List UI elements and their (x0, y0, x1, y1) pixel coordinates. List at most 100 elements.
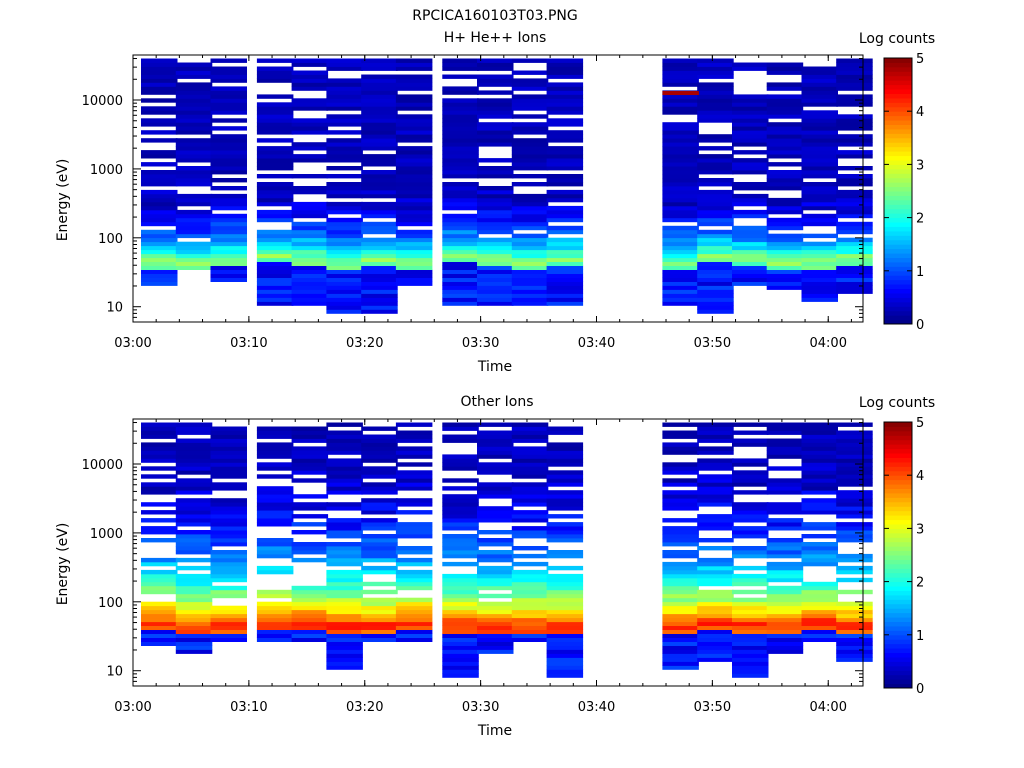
heatmap-cell (546, 178, 584, 183)
heatmap-cell (801, 637, 838, 642)
heatmap-cell (801, 450, 838, 455)
heatmap-cell (442, 154, 479, 159)
heatmap-cell (442, 74, 479, 79)
heatmap-cell (442, 534, 479, 539)
heatmap-cell (766, 249, 804, 255)
heatmap-cell (256, 462, 294, 467)
heatmap-cell (141, 193, 178, 199)
heatmap-cell (732, 422, 769, 427)
heatmap-cell (511, 553, 549, 559)
heatmap-cell (361, 146, 398, 151)
heatmap-cell (395, 78, 433, 83)
heatmap-cell (732, 617, 769, 623)
heatmap-cell (511, 438, 549, 443)
heatmap-cell (732, 281, 769, 286)
heatmap-cell (395, 253, 433, 259)
heatmap-cell (546, 82, 584, 87)
heatmap-cell (256, 593, 294, 599)
heatmap-cell (801, 197, 838, 203)
heatmap-cell (395, 422, 433, 427)
heatmap-cell (395, 605, 433, 611)
heatmap-cell (801, 581, 838, 587)
heatmap-cell (210, 605, 247, 611)
heatmap-cell (291, 86, 329, 91)
heatmap-cell (291, 597, 329, 603)
heatmap-cell (766, 225, 804, 231)
heatmap-cell (511, 561, 549, 567)
colorbar-frame (883, 421, 913, 689)
heatmap-cell (732, 629, 769, 634)
heatmap-cell (662, 253, 699, 259)
heatmap-cell (697, 273, 734, 278)
heatmap-cell (477, 450, 514, 455)
heatmap-cell (291, 186, 329, 191)
heatmap-cell (442, 641, 479, 646)
heatmap-cell (395, 98, 433, 103)
heatmap-cell (511, 174, 549, 179)
heatmap-cell (326, 665, 363, 670)
heatmap-cell (210, 442, 247, 447)
heatmap-cell (766, 426, 804, 431)
heatmap-cell (291, 130, 329, 135)
heatmap-cell (836, 538, 873, 543)
colorbar-swatch (884, 199, 912, 205)
heatmap-cell (801, 98, 838, 103)
heatmap-cell (546, 118, 584, 123)
heatmap-cell (697, 237, 734, 243)
heatmap-cell (175, 154, 213, 159)
heatmap-cell (511, 454, 549, 459)
heatmap-cell (210, 58, 247, 63)
heatmap-cell (836, 637, 873, 642)
heatmap-cell (361, 158, 398, 163)
heatmap-cell (291, 289, 329, 294)
heatmap-cell (697, 474, 734, 479)
heatmap-cell (326, 621, 363, 626)
heatmap-cell (766, 245, 804, 251)
heatmap-cell (291, 209, 329, 215)
heatmap-cell (766, 182, 804, 187)
heatmap-cell (210, 150, 247, 155)
heatmap-cell (291, 253, 329, 259)
heatmap-cell (477, 58, 514, 63)
heatmap-cell (697, 597, 734, 603)
heatmap-cell (801, 170, 838, 175)
heatmap-cell (511, 253, 549, 259)
heatmap-cell (442, 146, 479, 151)
heatmap-cell (256, 273, 294, 278)
heatmap-cell (662, 138, 699, 143)
x-tick-label: 03:10 (230, 700, 267, 715)
heatmap-cell (801, 261, 838, 266)
heatmap-cell (210, 561, 247, 567)
heatmap-cell (442, 182, 479, 187)
x-tick-label: 04:00 (810, 700, 847, 715)
heatmap-cell (442, 653, 479, 658)
heatmap-cell (361, 193, 398, 199)
heatmap-cell (836, 182, 873, 187)
heatmap-cell (546, 98, 584, 103)
heatmap-cell (141, 581, 178, 587)
heatmap-cell (511, 213, 549, 219)
heatmap-cell (175, 538, 213, 543)
heatmap-cell (697, 178, 734, 183)
heatmap-cell (732, 182, 769, 187)
heatmap-cell (141, 74, 178, 79)
heatmap-cell (477, 66, 514, 71)
heatmap-cell (175, 118, 213, 123)
heatmap-cell (175, 253, 213, 259)
heatmap-cell (326, 553, 363, 559)
y-tick-label: 10000 (82, 458, 123, 473)
heatmap-cell (326, 430, 363, 435)
heatmap-cell (175, 470, 213, 475)
heatmap-cell (732, 430, 769, 435)
heatmap-cell (836, 657, 873, 662)
heatmap-cell (662, 205, 699, 211)
heatmap-cell (256, 269, 294, 274)
heatmap-cell (662, 434, 699, 439)
heatmap-cell (766, 134, 804, 139)
heatmap-cell (546, 58, 584, 63)
heatmap-cell (291, 249, 329, 255)
heatmap-cell (210, 170, 247, 175)
heatmap-cell (511, 625, 549, 630)
heatmap-cell (662, 197, 699, 203)
heatmap-cell (326, 534, 363, 539)
